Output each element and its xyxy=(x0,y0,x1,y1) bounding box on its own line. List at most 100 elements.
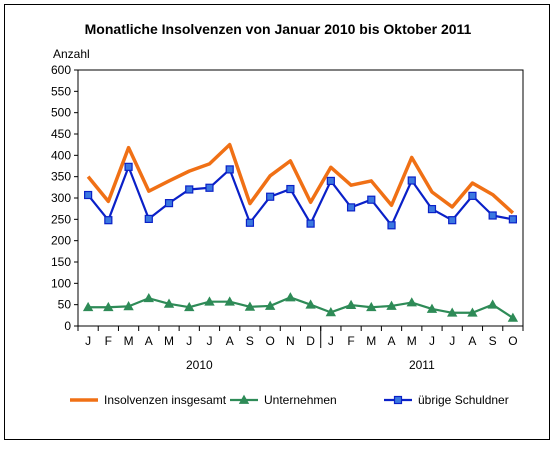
legend-label: übrige Schuldner xyxy=(418,393,509,407)
y-tick-label: 0 xyxy=(64,319,71,333)
data-point xyxy=(124,162,133,171)
data-point xyxy=(386,300,397,310)
x-tick-label: J xyxy=(186,334,192,348)
data-point xyxy=(427,204,437,214)
data-point xyxy=(164,199,174,208)
data-point xyxy=(143,292,154,303)
y-tick-label: 200 xyxy=(51,234,71,248)
y-tick-label: 450 xyxy=(51,127,71,141)
data-point xyxy=(487,299,498,309)
data-point xyxy=(407,176,416,185)
data-point xyxy=(366,301,377,312)
data-point xyxy=(266,192,275,201)
x-tick-label: J xyxy=(328,334,334,348)
year-label: 2010 xyxy=(186,358,213,372)
data-point xyxy=(326,176,335,186)
x-tick-label: N xyxy=(286,334,295,348)
x-tick-label: J xyxy=(85,334,91,348)
x-tick-label: F xyxy=(105,334,112,348)
x-tick-label: J xyxy=(206,334,212,348)
data-point xyxy=(103,301,114,312)
data-point xyxy=(346,203,356,212)
data-point xyxy=(82,301,94,312)
x-tick-label: M xyxy=(124,334,134,348)
legend: Insolvenzen insgesamt Unternehmen übrige S… xyxy=(70,393,509,407)
y-tick-label: 400 xyxy=(51,148,71,162)
data-point xyxy=(224,296,235,306)
data-point xyxy=(367,195,376,204)
x-tick-label: S xyxy=(489,334,497,348)
series-insolvenzen-insgesamt xyxy=(86,142,515,215)
x-tick-label: S xyxy=(246,334,254,348)
series-unternehmen xyxy=(82,292,519,322)
x-tick-label: A xyxy=(145,334,153,348)
x-tick-label: J xyxy=(449,334,455,348)
chart-title: Monatliche Insolvenzen von Januar 2010 b… xyxy=(84,21,472,37)
y-axis: 0 50 100 150 200 250 300 350 400 450 500 550 600 xyxy=(51,63,78,333)
data-point xyxy=(305,299,316,309)
data-point xyxy=(345,299,357,309)
y-axis-label: Anzahl xyxy=(53,47,90,61)
x-tick-label: O xyxy=(265,334,274,348)
x-tick-label: M xyxy=(407,334,417,348)
y-tick-label: 600 xyxy=(51,63,71,77)
x-tick-label: A xyxy=(226,334,234,348)
x-tick-label: M xyxy=(366,334,376,348)
data-point xyxy=(225,165,234,174)
data-point xyxy=(406,297,417,307)
data-point xyxy=(488,211,497,220)
data-point xyxy=(393,395,403,405)
data-point xyxy=(84,190,93,200)
plot-area xyxy=(77,69,524,327)
data-point xyxy=(264,300,276,310)
data-point xyxy=(238,394,250,404)
data-point xyxy=(123,301,134,311)
data-point xyxy=(285,292,296,302)
y-tick-label: 150 xyxy=(51,255,71,269)
y-tick-label: 550 xyxy=(51,84,71,98)
y-tick-label: 100 xyxy=(51,276,71,290)
year-label: 2011 xyxy=(409,358,435,372)
series--brige-schuldner xyxy=(84,162,517,230)
x-tick-label: D xyxy=(306,334,315,348)
data-point xyxy=(204,296,215,306)
y-tick-label: 250 xyxy=(51,212,71,226)
series-group xyxy=(82,142,519,322)
series-line xyxy=(86,142,515,215)
data-point xyxy=(144,214,153,224)
data-point xyxy=(387,221,396,230)
data-point xyxy=(507,312,519,322)
data-point xyxy=(184,301,195,312)
data-point xyxy=(447,307,458,317)
data-point xyxy=(185,185,194,194)
series-line xyxy=(87,165,514,227)
x-tick-label: A xyxy=(468,334,476,348)
x-tick-label: O xyxy=(508,334,517,348)
y-tick-label: 350 xyxy=(51,170,71,184)
data-point xyxy=(508,215,517,224)
data-point xyxy=(467,307,478,317)
data-point xyxy=(244,301,256,311)
data-point xyxy=(245,218,255,227)
data-point xyxy=(163,298,175,308)
chart-frame xyxy=(4,4,550,440)
y-tick-label: 50 xyxy=(58,298,72,312)
legend-label: Unternehmen xyxy=(264,393,337,407)
data-point xyxy=(468,191,477,200)
data-point xyxy=(104,216,113,225)
data-point xyxy=(286,184,295,194)
y-tick-label: 300 xyxy=(51,191,71,205)
series-line xyxy=(88,296,514,319)
y-tick-label: 500 xyxy=(51,106,71,120)
data-point xyxy=(325,307,337,317)
data-point xyxy=(426,303,438,313)
x-tick-label: A xyxy=(388,334,396,348)
x-tick-label: M xyxy=(164,334,174,348)
x-tick-label: F xyxy=(347,334,354,348)
legend-label: Insolvenzen insgesamt xyxy=(104,393,227,407)
data-point xyxy=(205,183,214,192)
data-point xyxy=(448,216,457,225)
x-tick-label: J xyxy=(429,334,435,348)
